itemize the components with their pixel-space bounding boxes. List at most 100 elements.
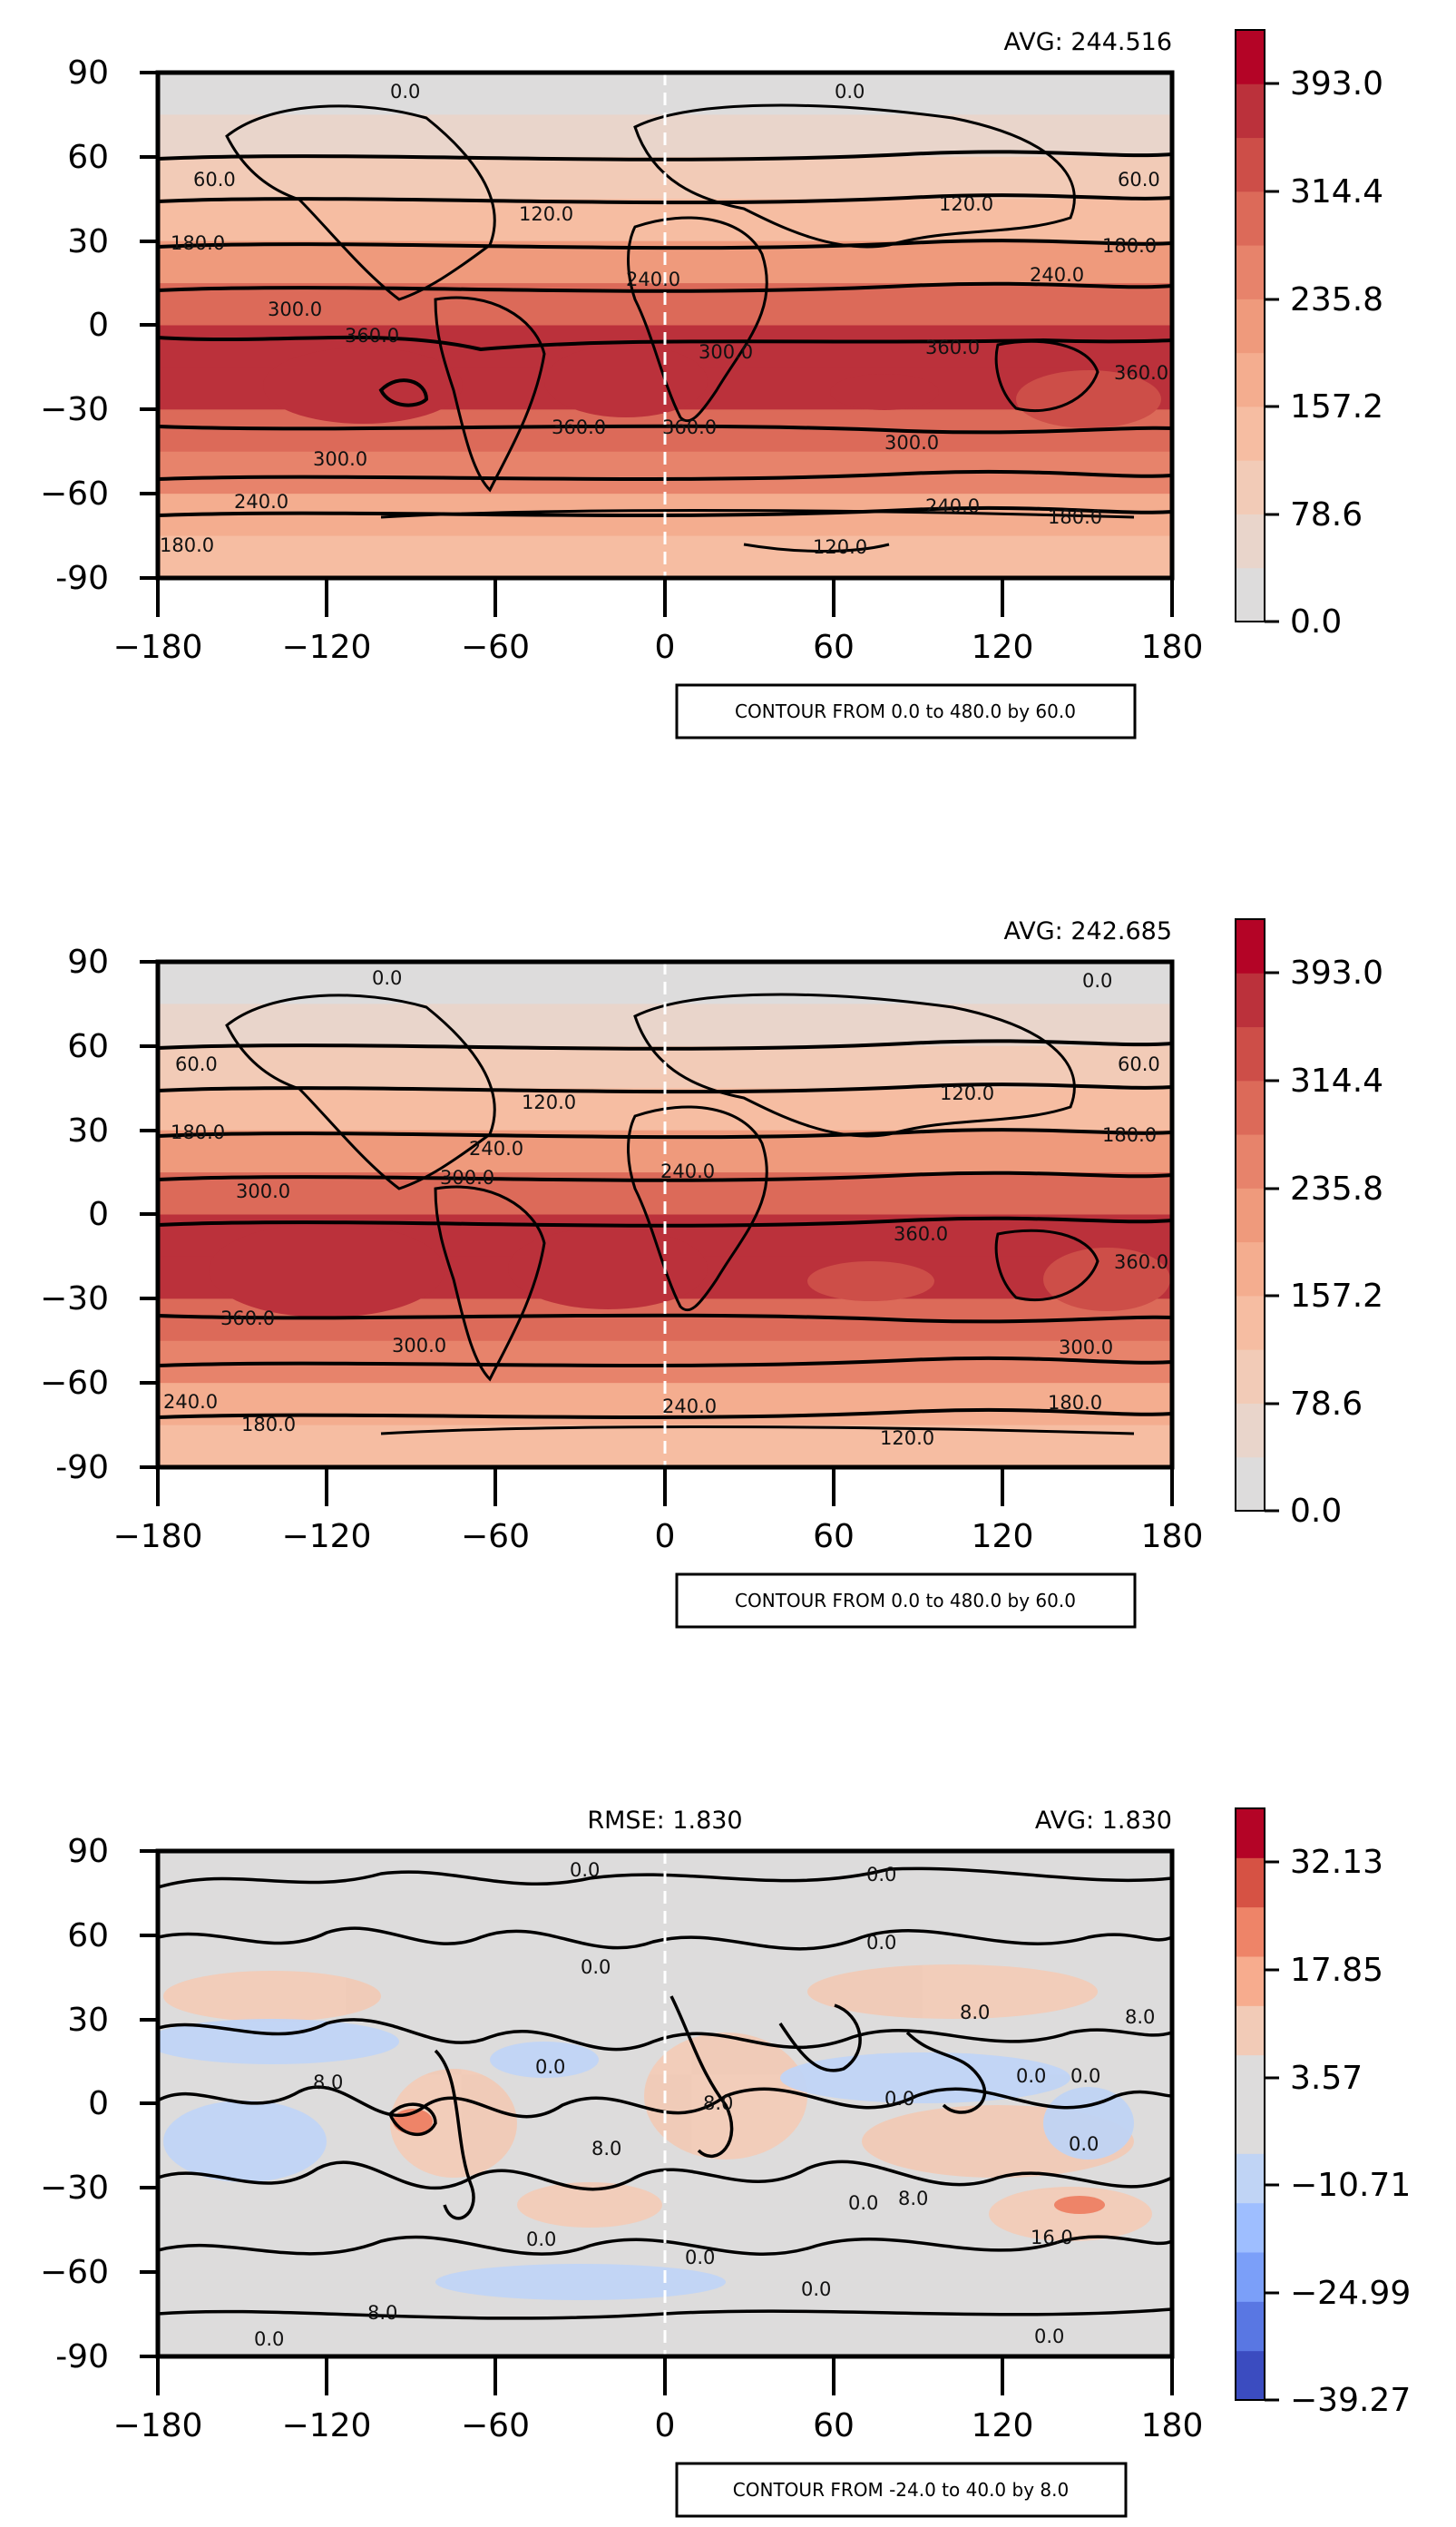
contour-label: 0.0: [1016, 2065, 1046, 2087]
y-tick-label: 30: [67, 1112, 109, 1150]
field-bands: [158, 73, 1172, 578]
y-tick-labels: 90 60 30 0 −30 −60 -90: [40, 944, 109, 1486]
contour-label: 360.0: [1114, 362, 1168, 384]
colorbar-segment: [1236, 406, 1265, 461]
contour-info-box: [675, 2462, 1128, 2518]
contour-label: 0.0: [1034, 2326, 1064, 2347]
contour-label: 0.0: [884, 2088, 914, 2110]
y-tick-label: −60: [40, 1365, 109, 1402]
x-tick-label: 0: [655, 629, 676, 666]
contour-label: 240.0: [469, 1138, 523, 1160]
contour-label: 8.0: [703, 2092, 733, 2114]
y-tick-label: 90: [67, 1833, 109, 1870]
contour-label: 8.0: [898, 2188, 928, 2209]
x-tick-labels: −180 −120 −60 0 60 120 180: [113, 1518, 1204, 1555]
contour-labels: 0.0 0.0 60.0 60.0 120.0 120.0 180.0 180.…: [163, 967, 1168, 1449]
contour-label: 0.0: [581, 1956, 611, 1978]
contour-label: 360.0: [220, 1308, 275, 1329]
colorbar-frame: [1235, 29, 1265, 622]
x-axis: [156, 1467, 1174, 1506]
contour-label: 8.0: [591, 2138, 621, 2160]
colorbar-segment: [1236, 83, 1265, 139]
x-tick-label: −120: [282, 629, 372, 666]
colorbar-segment: [1236, 1080, 1265, 1135]
contour-label: 0.0: [1069, 2133, 1099, 2155]
contour-label: 120.0: [880, 1427, 934, 1449]
contour-label: 0.0: [866, 1864, 896, 1885]
contour-label: 240.0: [1030, 264, 1084, 286]
contour-info-text: CONTOUR FROM 0.0 to 480.0 by 60.0: [735, 700, 1076, 722]
avg-stat: AVG: 242.685: [1004, 917, 1172, 945]
colorbar-segment: [1236, 299, 1265, 354]
colorbar-labels: 393.0 314.4 235.8 157.2 78.6 0.0: [1290, 955, 1383, 1530]
y-tick-label: 60: [67, 1917, 109, 1954]
map-chart-3: RMSE: 1.830 AVG: 1.830: [40, 1807, 1411, 2518]
contour-label: 180.0: [160, 534, 214, 556]
colorbar-label: −24.99: [1290, 2275, 1411, 2312]
contour-label: 180.0: [1102, 235, 1157, 257]
y-tick-labels: 90 60 30 0 −30 −60 -90: [40, 54, 109, 597]
map-panel-1: AVG: 244.516: [0, 0, 1456, 817]
map-panel-2: AVG: 242.685: [0, 889, 1456, 1706]
contour-label: 180.0: [1102, 1124, 1157, 1146]
colorbar-segment: [1236, 30, 1265, 84]
contour-label: 360.0: [345, 325, 399, 347]
contour-label: 240.0: [662, 1396, 717, 1417]
x-tick-label: −180: [113, 629, 203, 666]
colorbar-segment: [1236, 1134, 1265, 1189]
colorbar-segment: [1236, 352, 1265, 407]
contour-label: 0.0: [535, 2056, 565, 2078]
colorbar-label: 157.2: [1290, 1278, 1383, 1315]
colorbar-segment: [1236, 2104, 1265, 2154]
y-tick-label: 0: [88, 2085, 109, 2122]
x-tick-label: −120: [282, 1518, 372, 1555]
y-tick-label: −30: [40, 2169, 109, 2207]
contour-label: 300.0: [699, 341, 753, 363]
contour-label: 300.0: [392, 1335, 446, 1357]
x-tick-label: 60: [813, 2407, 855, 2444]
map-panel-3: RMSE: 1.830 AVG: 1.830: [0, 1778, 1456, 2527]
contour-label: 8.0: [960, 2002, 990, 2023]
contour-label: 0.0: [390, 81, 420, 103]
colorbar: [1235, 1807, 1265, 2401]
colorbar-segment: [1236, 1349, 1265, 1404]
colorbar-segment: [1236, 460, 1265, 514]
contour-label: 180.0: [1048, 506, 1102, 528]
contour-label: 180.0: [1048, 1392, 1102, 1414]
contour-label: 360.0: [894, 1223, 948, 1245]
colorbar-segment: [1236, 1906, 1265, 1957]
colorbar-frame: [1235, 1807, 1265, 2401]
colorbar: [1235, 918, 1265, 1512]
colorbar-segment: [1236, 514, 1265, 569]
x-tick-label: −180: [113, 1518, 203, 1555]
colorbar-segment: [1236, 191, 1265, 246]
colorbar-labels: 393.0 314.4 235.8 157.2 78.6 0.0: [1290, 65, 1383, 641]
colorbar-label: 78.6: [1290, 496, 1363, 534]
contour-label: 300.0: [1059, 1337, 1113, 1358]
x-tick-label: −60: [461, 2407, 530, 2444]
colorbar-label: 17.85: [1290, 1952, 1383, 1989]
x-axis: [156, 2356, 1174, 2395]
colorbar-segment: [1236, 2054, 1265, 2105]
y-axis: [140, 1849, 158, 2358]
contour-label: 300.0: [313, 448, 367, 470]
contour-label: 60.0: [1118, 169, 1160, 191]
contour-label: 300.0: [268, 299, 322, 320]
x-tick-labels: −180 −120 −60 0 60 120 180: [113, 2407, 1204, 2444]
x-tick-label: 180: [1141, 629, 1204, 666]
colorbar-segment: [1236, 1456, 1265, 1512]
contour-label: 8.0: [1125, 2006, 1155, 2028]
contour-label: 0.0: [866, 1932, 896, 1954]
contour-label: 300.0: [440, 1167, 494, 1189]
contour-label: 0.0: [372, 967, 402, 989]
contour-label: 0.0: [848, 2192, 878, 2214]
x-tick-label: −60: [461, 629, 530, 666]
colorbar-segment: [1236, 1188, 1265, 1243]
colorbar-label: 157.2: [1290, 388, 1383, 426]
rmse-stat: RMSE: 1.830: [587, 1807, 742, 1835]
colorbar: [1235, 29, 1265, 622]
contour-label: 8.0: [313, 2072, 343, 2093]
contour-label: 0.0: [570, 1859, 600, 1881]
colorbar-segment: [1236, 1956, 1265, 2006]
contour-label: 300.0: [884, 432, 939, 454]
